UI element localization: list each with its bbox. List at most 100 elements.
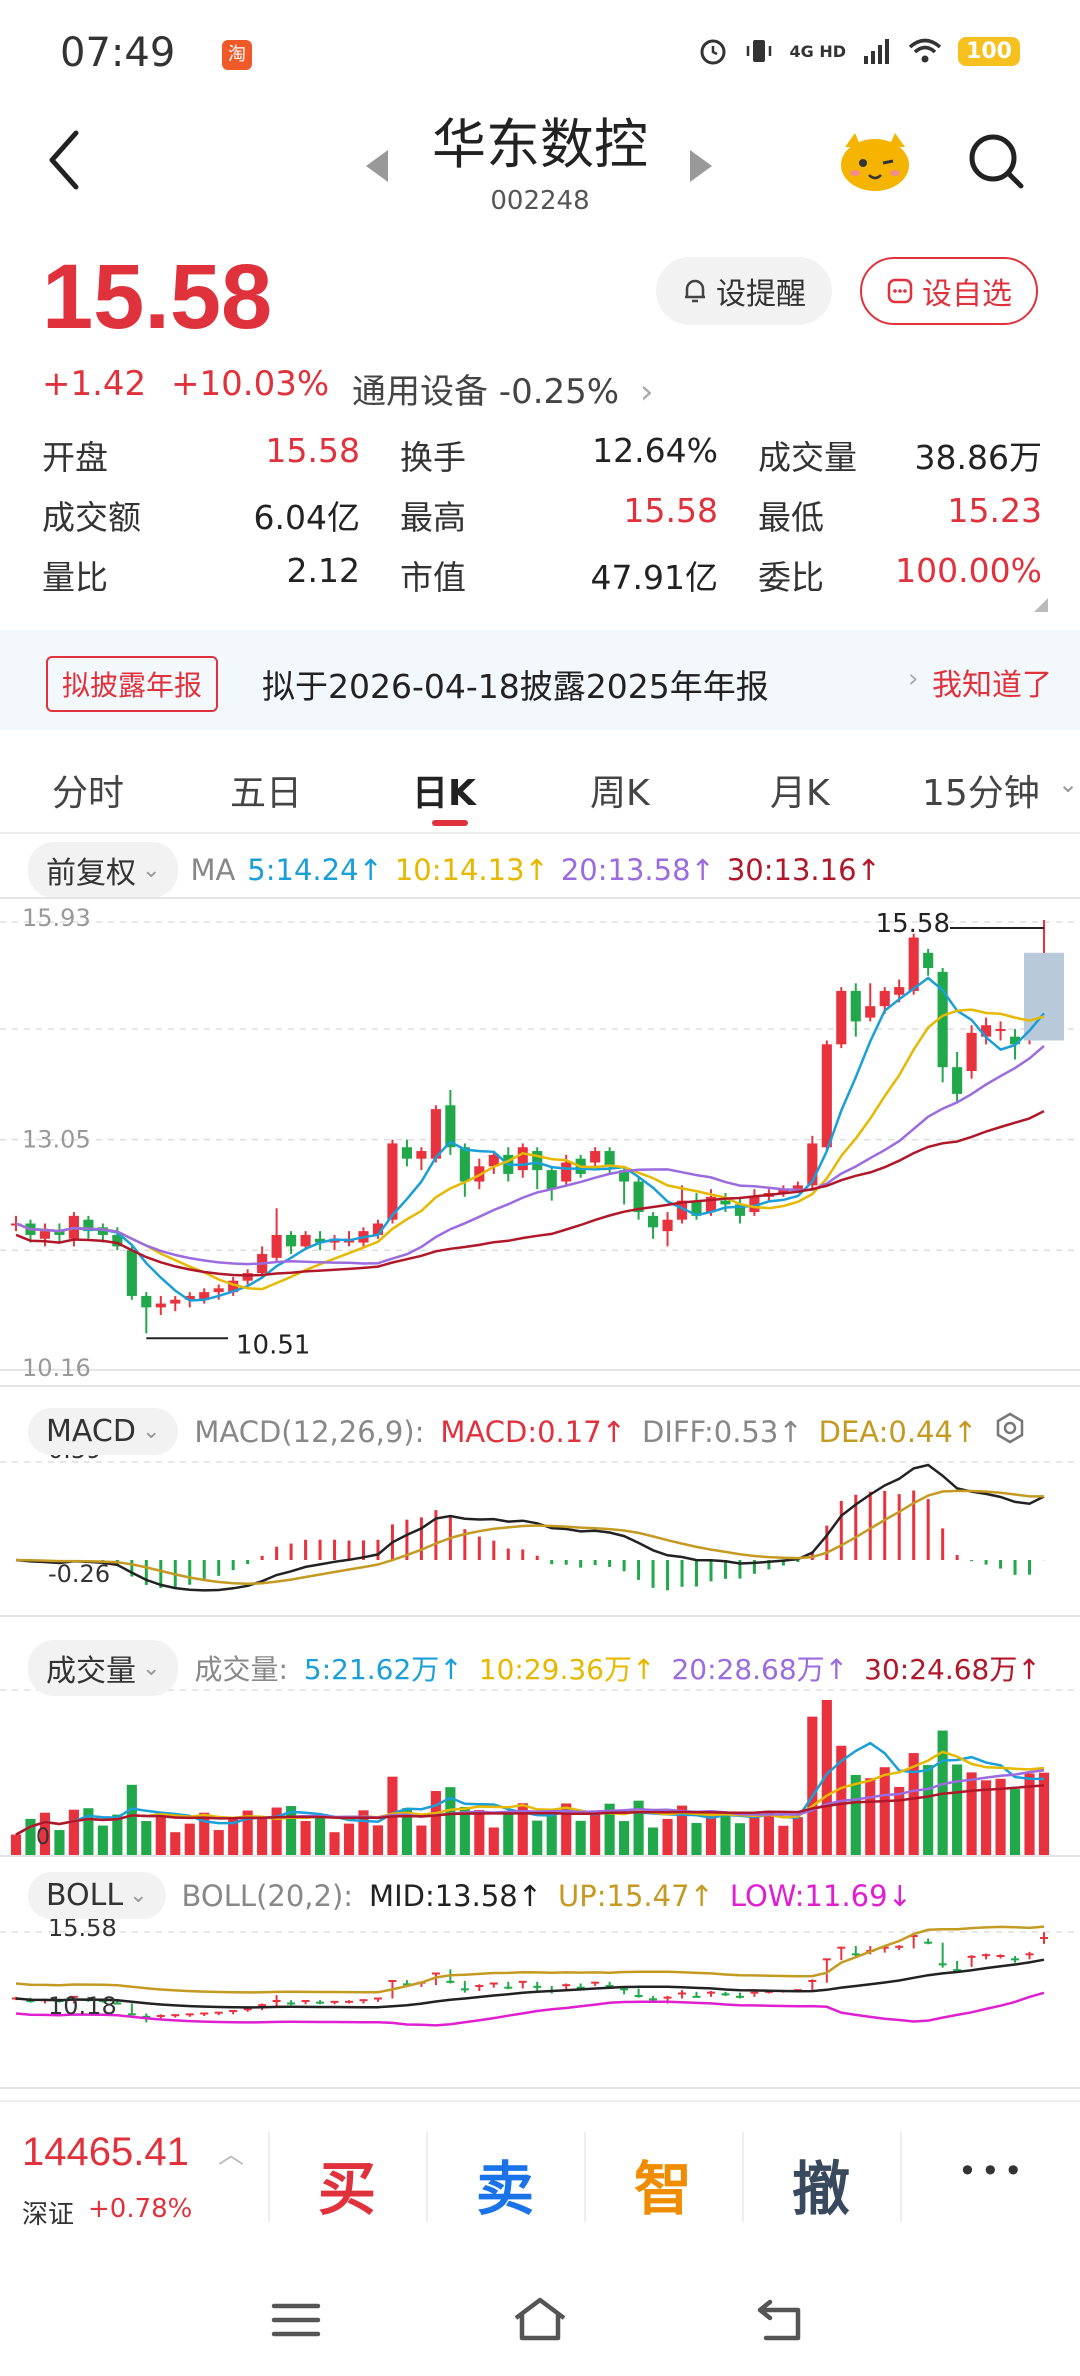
boll-legend: BOLL ⌄ BOLL(20,2): MID:13.58↑ UP:15.47↑ LOW…: [28, 1872, 912, 1919]
candle-body: [83, 1219, 94, 1232]
industry-label: 通用设备 -0.25%: [352, 372, 620, 412]
buy-button[interactable]: 买: [318, 2155, 377, 2223]
candle-body: [662, 1219, 673, 1232]
candle-body: [170, 1299, 181, 1304]
mascot-assistant-icon[interactable]: [835, 125, 915, 195]
smart-button[interactable]: 智: [634, 2155, 693, 2223]
tab-5[interactable]: 15分钟: [922, 773, 1040, 814]
quote-grid: 开盘 15.58 换手 12.64% 成交量 38.86万 成交额 6.04亿 最高 15.58 最…: [42, 425, 1042, 605]
legend-item: DIFF:0.53↑: [641, 1414, 803, 1449]
settings-icon[interactable]: [993, 1411, 1027, 1452]
quote-label: 最高: [400, 498, 466, 537]
watchlist-icon: [887, 278, 913, 304]
volume-bar: [97, 1825, 108, 1856]
ma-line-30: [15, 1109, 1045, 1277]
boll-mid-line: [15, 1958, 1045, 2009]
candle-body: [604, 1151, 615, 1167]
volume-bar: [952, 1764, 963, 1856]
macd-dropdown[interactable]: MACD ⌄: [28, 1408, 179, 1455]
volume-bar: [39, 1812, 51, 1856]
volume-bar: [532, 1820, 543, 1856]
volume-bar: [633, 1800, 644, 1856]
candle-body: [401, 1147, 412, 1159]
chevron-up-icon[interactable]: ︿: [218, 2140, 245, 2170]
candle-body: [445, 1105, 456, 1148]
status-time: 07:49: [60, 30, 176, 76]
candle-body: [676, 1200, 688, 1220]
previous-stock-button[interactable]: [366, 150, 388, 182]
candle-body: [271, 1234, 282, 1258]
volume-prefix: 成交量:: [194, 1653, 288, 1686]
volume-bar: [343, 1823, 355, 1856]
sell-button[interactable]: 卖: [476, 2155, 535, 2223]
candle-body: [546, 1170, 557, 1190]
volume-bar: [68, 1809, 79, 1856]
bottom-trade-bar: 14465.41 ︿ 深证 +0.78% 买 卖 智 撤 •••: [0, 2100, 1080, 2250]
boll-low-line: [15, 1991, 1045, 2027]
volume-bar: [604, 1803, 615, 1856]
set-alert-button[interactable]: 设提醒: [656, 257, 832, 325]
candle-body: [734, 1204, 746, 1216]
home-icon[interactable]: [510, 2294, 570, 2344]
chevron-down-icon[interactable]: ⌄: [1058, 770, 1079, 798]
legend-item: MACD:0.17↑: [440, 1414, 626, 1449]
quote-cell: 换手 12.64%: [400, 431, 758, 479]
next-stock-button[interactable]: [690, 150, 712, 182]
candle-body: [807, 1143, 818, 1186]
volume-bar: [25, 1818, 36, 1856]
search-button[interactable]: [965, 130, 1027, 192]
quote-cell: 开盘 15.58: [42, 431, 400, 479]
expand-corner-icon[interactable]: [1034, 598, 1048, 612]
candle-body: [561, 1162, 572, 1182]
axis-label: 10.16: [22, 1354, 91, 1382]
add-watchlist-button[interactable]: 设自选: [860, 257, 1038, 325]
volume-dropdown[interactable]: 成交量 ⌄: [28, 1640, 179, 1696]
tab-4[interactable]: 月K: [770, 773, 830, 814]
dismiss-notice-link[interactable]: 我知道了: [932, 668, 1052, 703]
macd-params: MACD(12,26,9):: [194, 1414, 425, 1449]
volume-bar: [546, 1812, 557, 1856]
boll-dropdown[interactable]: BOLL ⌄: [28, 1872, 166, 1919]
quote-label: 成交量: [758, 438, 857, 477]
menu-icon[interactable]: [270, 2300, 322, 2340]
ma-line-10: [15, 1008, 1045, 1291]
add-watchlist-label: 设自选: [922, 277, 1012, 312]
divider: [584, 2132, 586, 2222]
quote-cell: 市值 47.91亿: [400, 551, 758, 599]
volume-bar: [300, 1821, 311, 1856]
cancel-order-button[interactable]: 撤: [792, 2155, 851, 2223]
legend-item: 20:13.58↑: [560, 853, 715, 887]
volume-bar: [228, 1816, 239, 1856]
annual-report-notice[interactable]: 拟披露年报 拟于2026-04-18披露2025年年报 › 我知道了: [0, 630, 1080, 730]
adjust-dropdown[interactable]: 前复权 ⌄: [28, 842, 179, 898]
back-nav-icon[interactable]: [752, 2296, 808, 2344]
signal-icon: [864, 39, 890, 64]
volume-bar: [648, 1827, 659, 1856]
volume-bar: [792, 1817, 803, 1856]
industry-link[interactable]: 通用设备 -0.25% ›: [352, 364, 654, 413]
candle-body: [416, 1151, 427, 1159]
back-button[interactable]: [40, 125, 90, 195]
volume-bar: [401, 1808, 412, 1856]
system-nav-bar: [0, 2260, 1080, 2376]
stock-chart[interactable]: 15.9313.0510.1615.5810.510.59-0.2672.75万…: [0, 890, 1080, 2090]
volume-bar: [879, 1767, 890, 1856]
volume-ma-10: [15, 1750, 1045, 1836]
candle-body: [952, 1067, 963, 1094]
quote-value: 100.00%: [895, 551, 1042, 590]
boll-name: BOLL: [46, 1878, 124, 1913]
tab-3[interactable]: 周K: [590, 773, 650, 814]
candle-body: [430, 1109, 441, 1159]
quote-value: 12.64%: [592, 431, 718, 470]
volume-bar: [981, 1780, 992, 1856]
volume-bar: [474, 1810, 485, 1856]
tab-1[interactable]: 五日: [230, 773, 303, 814]
current-price: 15.58: [42, 246, 273, 348]
tab-0[interactable]: 分时: [52, 773, 125, 814]
index-value[interactable]: 14465.41: [22, 2130, 189, 2174]
more-button[interactable]: •••: [958, 2152, 1027, 2190]
macd-dea-line: [15, 1489, 1044, 1586]
tab-2[interactable]: 日K: [412, 773, 476, 814]
max-price-marker: 15.58: [876, 909, 950, 939]
volume-bar: [416, 1825, 427, 1856]
